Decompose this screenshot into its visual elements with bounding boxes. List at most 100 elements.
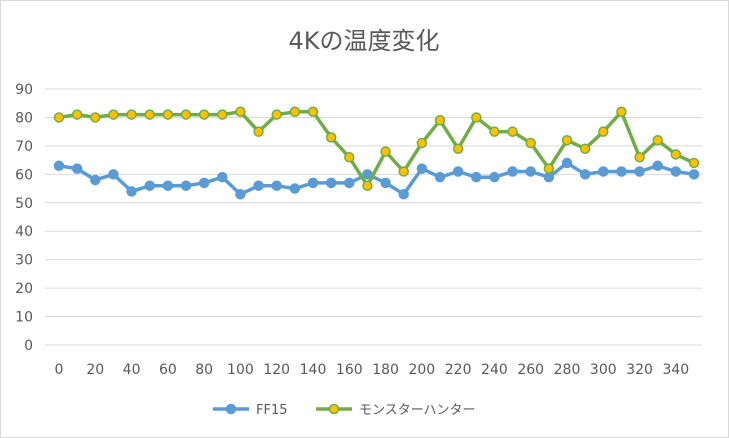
data-point xyxy=(398,166,409,177)
series-1 xyxy=(53,157,700,200)
data-point xyxy=(180,180,192,191)
data-point xyxy=(471,171,482,183)
data-point xyxy=(217,109,228,120)
data-point xyxy=(525,137,536,149)
data-point xyxy=(144,109,155,120)
y-tick-label: 0 xyxy=(24,338,33,354)
data-point xyxy=(452,143,464,154)
data-point xyxy=(579,143,591,154)
x-tick-label: 180 xyxy=(372,362,399,378)
data-point xyxy=(108,169,119,180)
data-point xyxy=(126,186,137,197)
data-point xyxy=(616,106,627,118)
x-tick-label: 160 xyxy=(336,362,363,378)
data-point xyxy=(162,180,174,191)
y-tick-label: 20 xyxy=(15,281,33,297)
data-point xyxy=(416,137,428,149)
data-point xyxy=(634,152,645,163)
y-tick-label: 70 xyxy=(15,139,33,155)
y-tick-label: 40 xyxy=(15,224,33,240)
gridlines xyxy=(45,88,702,346)
x-tick-label: 320 xyxy=(626,362,653,378)
data-point xyxy=(688,169,700,180)
data-point xyxy=(71,109,83,120)
x-tick-label: 220 xyxy=(445,362,472,378)
data-point xyxy=(325,132,337,143)
y-tick-label: 90 xyxy=(15,82,33,98)
data-point xyxy=(398,188,409,200)
chart-title: 4Kの温度変化 xyxy=(288,27,439,55)
data-point xyxy=(543,171,555,183)
data-point xyxy=(525,166,536,177)
data-point xyxy=(144,180,155,191)
data-point xyxy=(380,177,391,189)
data-point xyxy=(598,126,609,137)
data-point xyxy=(652,160,663,172)
x-tick-label: 100 xyxy=(227,362,254,378)
data-point xyxy=(53,112,65,123)
y-tick-label: 30 xyxy=(15,253,33,269)
x-tick-label: 300 xyxy=(590,362,617,378)
data-point xyxy=(162,109,174,120)
legend: FF15 モンスターハンター xyxy=(213,403,475,418)
data-point xyxy=(198,109,210,120)
x-tick-label: 260 xyxy=(517,362,544,378)
legend-label: FF15 xyxy=(256,403,288,418)
data-point xyxy=(598,166,609,177)
x-tick-label: 140 xyxy=(300,362,327,378)
data-point xyxy=(380,146,391,157)
y-axis-ticks: 0 10 20 30 40 50 60 70 80 90 xyxy=(15,82,33,354)
data-point xyxy=(108,109,119,120)
data-point xyxy=(561,134,573,146)
data-point xyxy=(253,126,264,137)
data-point xyxy=(180,109,192,120)
data-point xyxy=(543,163,555,174)
data-point xyxy=(507,126,518,137)
data-point xyxy=(344,177,355,189)
data-point xyxy=(307,177,319,189)
data-point xyxy=(235,188,246,200)
data-point xyxy=(688,157,700,169)
series-2 xyxy=(53,106,700,191)
data-point xyxy=(271,180,282,191)
data-point xyxy=(271,109,282,120)
x-tick-label: 280 xyxy=(554,362,581,378)
data-point xyxy=(53,160,65,172)
data-point xyxy=(344,152,355,163)
data-point xyxy=(90,174,101,186)
data-point xyxy=(362,180,373,191)
data-point xyxy=(307,106,319,118)
legend-marker xyxy=(225,403,237,415)
y-tick-label: 80 xyxy=(15,110,33,126)
data-point xyxy=(325,177,337,189)
data-point xyxy=(652,134,663,146)
x-tick-label: 40 xyxy=(123,362,141,378)
x-tick-label: 60 xyxy=(159,362,177,378)
x-tick-label: 340 xyxy=(662,362,689,378)
x-tick-label: 240 xyxy=(481,362,508,378)
data-point xyxy=(561,157,573,169)
x-tick-label: 80 xyxy=(195,362,213,378)
data-point xyxy=(126,109,137,120)
y-tick-label: 60 xyxy=(15,167,33,183)
x-axis-ticks: 0 20 40 60 80 100 120 140 160 180 200 220 240 260 280 3… xyxy=(55,362,690,378)
legend-label: モンスターハンター xyxy=(359,403,475,418)
x-tick-label: 20 xyxy=(86,362,104,378)
data-point xyxy=(489,126,500,137)
legend-marker xyxy=(328,403,340,415)
series-group xyxy=(53,106,700,200)
x-tick-label: 120 xyxy=(263,362,290,378)
data-point xyxy=(670,166,682,177)
data-point xyxy=(289,183,301,194)
data-point xyxy=(198,177,210,189)
x-tick-label: 200 xyxy=(408,362,435,378)
data-point xyxy=(434,171,446,183)
data-point xyxy=(71,163,83,174)
data-point xyxy=(90,112,101,123)
data-point xyxy=(670,149,682,160)
data-point xyxy=(616,166,627,177)
data-point xyxy=(416,163,428,174)
data-point xyxy=(289,106,301,118)
